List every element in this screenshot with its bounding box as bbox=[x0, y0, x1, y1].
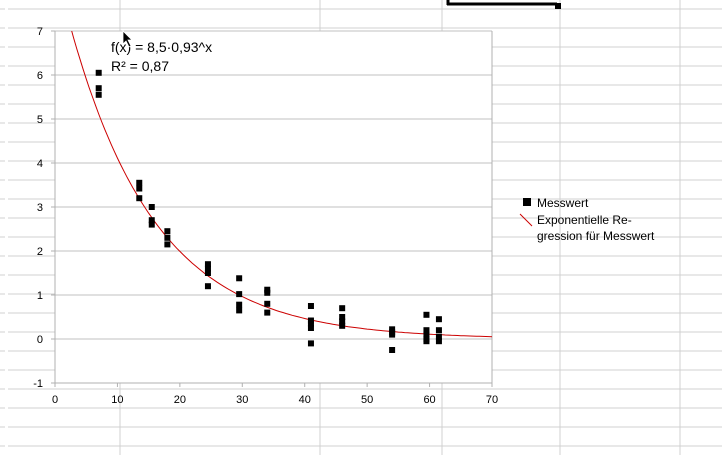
x-tick-label: 30 bbox=[236, 394, 248, 406]
data-point bbox=[136, 195, 143, 202]
data-point bbox=[423, 331, 430, 338]
y-tick-label: 4 bbox=[37, 158, 43, 170]
y-tick-label: 7 bbox=[37, 26, 43, 38]
data-point bbox=[307, 303, 314, 309]
data-point bbox=[164, 228, 171, 235]
legend-marker-square bbox=[523, 198, 531, 206]
y-tick-label: 3 bbox=[37, 202, 43, 214]
data-point bbox=[423, 327, 430, 334]
data-point bbox=[389, 331, 396, 338]
data-point bbox=[339, 314, 346, 320]
data-point bbox=[264, 300, 271, 307]
y-tick-label: -1 bbox=[33, 378, 43, 390]
data-point bbox=[307, 325, 314, 331]
data-point bbox=[264, 286, 271, 293]
x-tick-label: 0 bbox=[52, 394, 58, 406]
y-tick-label: 2 bbox=[37, 246, 43, 258]
data-point bbox=[148, 204, 155, 210]
data-point bbox=[435, 316, 442, 323]
data-point bbox=[236, 301, 243, 308]
data-point bbox=[236, 307, 243, 314]
data-point bbox=[204, 270, 211, 276]
data-point bbox=[435, 333, 442, 340]
data-point bbox=[339, 318, 346, 325]
data-point bbox=[204, 261, 211, 268]
data-point bbox=[339, 305, 346, 312]
data-point bbox=[339, 322, 346, 329]
x-tick-label: 40 bbox=[299, 394, 311, 406]
legend-label-regression-line2: gression für Messwert bbox=[537, 229, 655, 243]
legend-label-regression-line1: Exponentielle Re- bbox=[537, 213, 632, 227]
cell-selection-border bbox=[446, 0, 561, 9]
x-tick-label: 60 bbox=[423, 394, 435, 406]
data-point bbox=[95, 91, 102, 98]
data-point bbox=[264, 289, 271, 296]
mouse-cursor-icon bbox=[122, 30, 133, 48]
y-tick-label: 6 bbox=[37, 70, 43, 82]
data-point bbox=[423, 311, 430, 318]
data-point bbox=[236, 291, 243, 298]
data-point bbox=[307, 320, 314, 327]
data-point bbox=[164, 234, 171, 241]
data-point bbox=[148, 221, 155, 228]
data-point bbox=[435, 327, 442, 334]
data-point bbox=[136, 179, 143, 186]
data-point bbox=[204, 283, 211, 290]
data-point bbox=[423, 338, 430, 345]
data-point bbox=[164, 241, 171, 248]
y-tick-label: 1 bbox=[37, 290, 43, 302]
data-point bbox=[264, 309, 271, 316]
data-point bbox=[389, 326, 396, 333]
regression-equation: f(x) = 8,5·0,93^x bbox=[111, 39, 212, 55]
data-point bbox=[136, 185, 143, 192]
x-tick-label: 70 bbox=[486, 394, 498, 406]
data-point bbox=[204, 265, 211, 272]
x-tick-label: 10 bbox=[111, 394, 123, 406]
y-axis-ticks: -1 0 1 2 3 4 5 6 7 bbox=[33, 26, 55, 390]
data-point bbox=[148, 217, 155, 224]
x-tick-label: 20 bbox=[174, 394, 186, 406]
data-point bbox=[95, 69, 102, 76]
x-tick-label: 50 bbox=[361, 394, 373, 406]
y-tick-label: 5 bbox=[37, 114, 43, 126]
y-tick-label: 0 bbox=[37, 334, 43, 346]
data-points bbox=[95, 69, 442, 353]
data-point bbox=[95, 85, 102, 92]
data-point bbox=[389, 347, 396, 353]
r-squared-label: R² = 0,87 bbox=[111, 58, 169, 74]
x-axis-ticks: 0 10 20 30 40 50 60 70 bbox=[52, 383, 498, 406]
legend-label-messwert: Messwert bbox=[537, 196, 589, 210]
legend-trendline-swatch bbox=[519, 213, 533, 227]
legend: Messwert Exponentielle Re- gression für … bbox=[519, 196, 655, 243]
data-point bbox=[307, 317, 314, 324]
data-point bbox=[307, 340, 314, 347]
data-point bbox=[236, 275, 243, 282]
data-point bbox=[435, 338, 442, 345]
